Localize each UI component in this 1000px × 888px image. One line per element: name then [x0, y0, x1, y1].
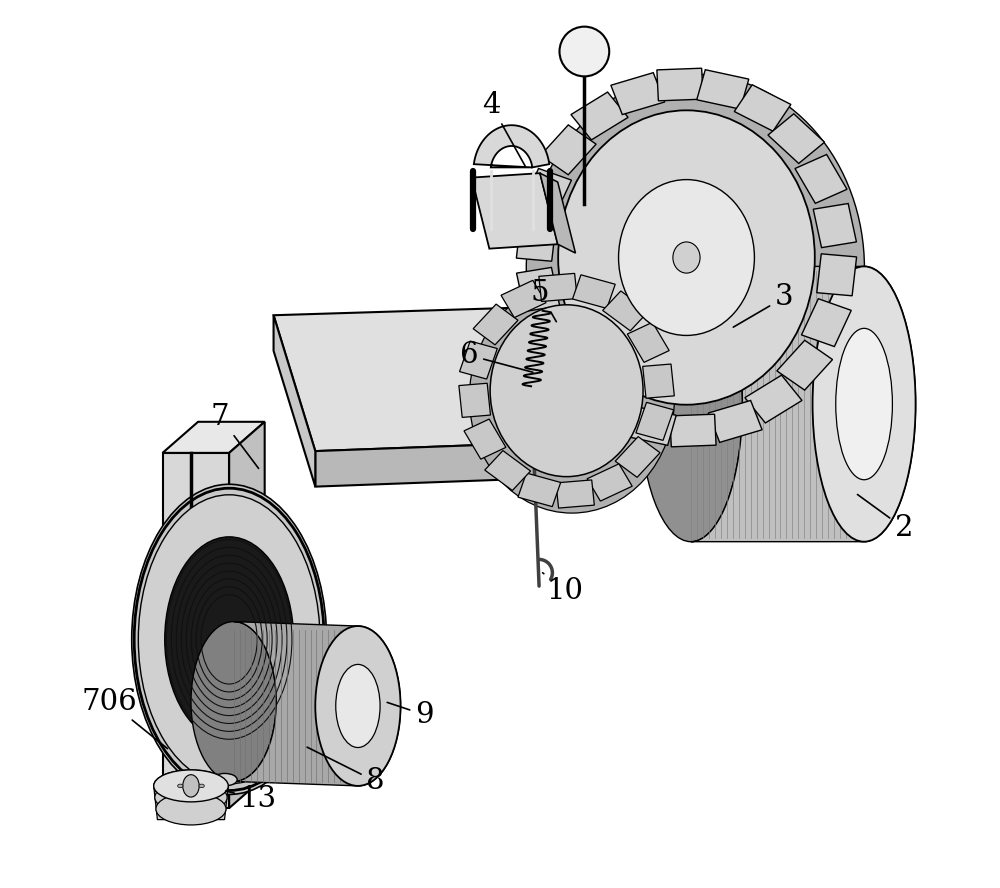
Ellipse shape: [178, 784, 183, 788]
Text: 5: 5: [531, 279, 556, 321]
Ellipse shape: [212, 773, 237, 786]
Ellipse shape: [175, 554, 283, 725]
Ellipse shape: [191, 622, 276, 781]
Ellipse shape: [154, 770, 228, 802]
Polygon shape: [274, 302, 749, 451]
Ellipse shape: [639, 266, 742, 542]
Polygon shape: [464, 419, 506, 459]
Text: 3: 3: [733, 283, 793, 327]
Polygon shape: [522, 169, 571, 217]
Polygon shape: [643, 364, 674, 398]
Text: 706: 706: [81, 687, 168, 749]
Polygon shape: [485, 450, 531, 490]
Polygon shape: [571, 92, 628, 140]
Ellipse shape: [490, 305, 643, 477]
Polygon shape: [670, 414, 716, 447]
Ellipse shape: [170, 544, 289, 734]
Ellipse shape: [154, 770, 228, 802]
Text: 4: 4: [482, 91, 525, 166]
Text: 13: 13: [226, 785, 277, 813]
Polygon shape: [708, 400, 762, 442]
Ellipse shape: [199, 784, 204, 788]
Polygon shape: [636, 402, 674, 440]
Polygon shape: [163, 422, 265, 453]
Ellipse shape: [165, 537, 294, 741]
Polygon shape: [587, 464, 632, 501]
Ellipse shape: [836, 329, 892, 480]
Ellipse shape: [132, 484, 327, 795]
Ellipse shape: [315, 626, 401, 786]
Polygon shape: [573, 274, 615, 308]
Polygon shape: [801, 298, 851, 346]
Polygon shape: [734, 84, 791, 131]
Polygon shape: [229, 422, 265, 808]
Ellipse shape: [152, 517, 306, 762]
Polygon shape: [154, 786, 228, 820]
Polygon shape: [548, 352, 605, 401]
Text: 6: 6: [460, 341, 533, 372]
Polygon shape: [582, 384, 639, 431]
Polygon shape: [539, 274, 577, 302]
Polygon shape: [691, 266, 916, 542]
Polygon shape: [615, 437, 660, 478]
Polygon shape: [540, 173, 575, 253]
Ellipse shape: [619, 179, 754, 336]
Polygon shape: [611, 73, 665, 115]
Polygon shape: [795, 155, 847, 203]
Ellipse shape: [469, 282, 674, 513]
Polygon shape: [163, 453, 229, 808]
Ellipse shape: [183, 774, 199, 797]
Text: 8: 8: [307, 747, 385, 796]
Ellipse shape: [164, 535, 294, 743]
Polygon shape: [745, 375, 802, 423]
Ellipse shape: [138, 495, 320, 784]
Ellipse shape: [147, 508, 312, 771]
Polygon shape: [768, 114, 825, 163]
Ellipse shape: [156, 793, 226, 825]
Polygon shape: [624, 406, 676, 445]
Ellipse shape: [558, 110, 815, 405]
Polygon shape: [777, 340, 833, 390]
Text: 10: 10: [543, 573, 583, 605]
Polygon shape: [472, 173, 558, 249]
Ellipse shape: [158, 527, 300, 752]
Ellipse shape: [336, 664, 380, 748]
Polygon shape: [315, 435, 749, 487]
Polygon shape: [473, 304, 518, 345]
Ellipse shape: [155, 781, 227, 813]
Polygon shape: [516, 219, 556, 261]
Polygon shape: [556, 480, 594, 508]
Ellipse shape: [673, 242, 700, 274]
Text: 7: 7: [211, 403, 259, 468]
Circle shape: [559, 27, 609, 76]
Polygon shape: [526, 312, 578, 361]
Polygon shape: [540, 125, 596, 175]
Polygon shape: [517, 267, 560, 312]
Polygon shape: [657, 68, 703, 101]
Polygon shape: [817, 254, 857, 296]
Polygon shape: [697, 70, 749, 109]
Polygon shape: [474, 125, 549, 168]
Polygon shape: [274, 315, 315, 487]
Polygon shape: [518, 473, 561, 507]
Polygon shape: [234, 622, 401, 786]
Ellipse shape: [526, 75, 864, 462]
Polygon shape: [627, 322, 669, 362]
Polygon shape: [501, 281, 546, 318]
Polygon shape: [603, 291, 648, 331]
Text: 2: 2: [857, 495, 913, 543]
Ellipse shape: [181, 563, 277, 716]
Polygon shape: [813, 203, 856, 248]
Polygon shape: [460, 341, 497, 379]
Text: 9: 9: [387, 701, 434, 729]
Polygon shape: [459, 384, 490, 417]
Ellipse shape: [813, 266, 916, 542]
